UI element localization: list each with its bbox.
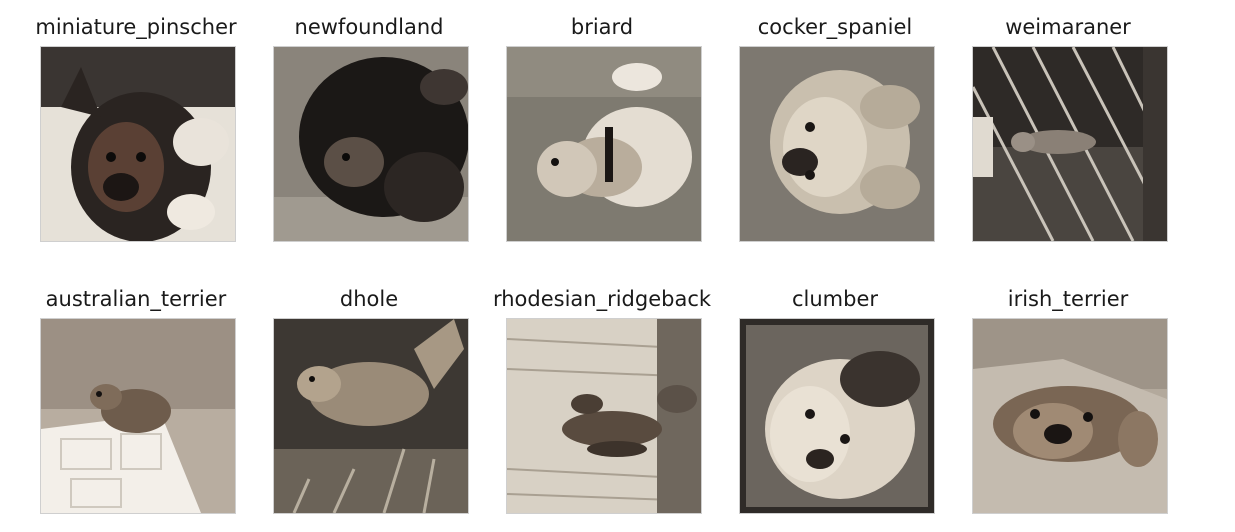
image-label: briard [570, 15, 634, 39]
image-tile: irish_terrier [952, 272, 1184, 522]
dog-photo [273, 46, 469, 242]
image-label: weimaraner [1005, 15, 1131, 39]
image-tile: briard [486, 0, 718, 250]
dog-photo [40, 46, 236, 242]
dog-photo [273, 318, 469, 514]
image-tile: australian_terrier [20, 272, 252, 522]
image-label: dhole [339, 287, 399, 311]
dog-photo [972, 318, 1168, 514]
image-label: australian_terrier [45, 287, 227, 311]
dog-photo [972, 46, 1168, 242]
image-tile: miniature_pinscher [20, 0, 252, 250]
image-tile: newfoundland [253, 0, 485, 250]
image-tile: rhodesian_ridgeback [486, 272, 718, 522]
image-tile: cocker_spaniel [719, 0, 951, 250]
image-label: irish_terrier [1007, 287, 1129, 311]
image-label: miniature_pinscher [35, 15, 237, 39]
image-label: newfoundland [294, 15, 444, 39]
dog-photo [739, 318, 935, 514]
image-label: clumber [791, 287, 879, 311]
image-tile: dhole [253, 272, 485, 522]
dog-photo [506, 46, 702, 242]
image-label: cocker_spaniel [757, 15, 913, 39]
dog-photo [506, 318, 702, 514]
image-label: rhodesian_ridgeback [492, 287, 712, 311]
image-tile: clumber [719, 272, 951, 522]
dog-photo [40, 318, 236, 514]
dog-photo [739, 46, 935, 242]
image-tile: weimaraner [952, 0, 1184, 250]
